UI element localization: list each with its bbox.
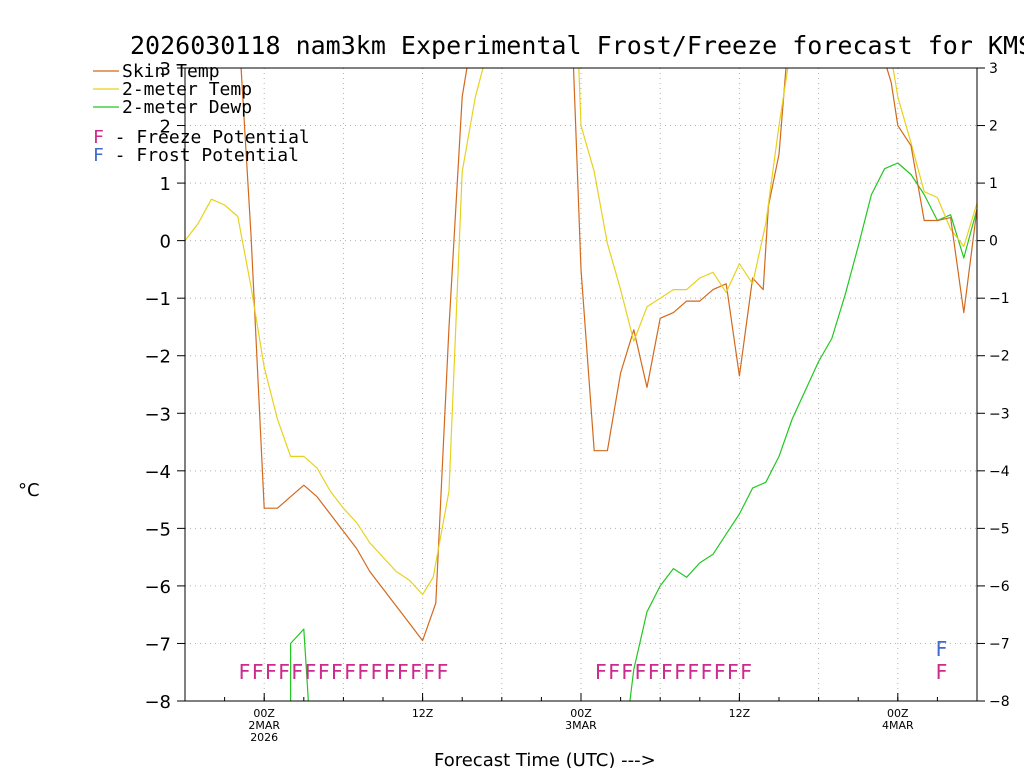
freeze-potential-marker: F [714, 660, 726, 684]
potential-legend-text: - Freeze Potential [104, 127, 310, 148]
x-tick-label: 00Z [570, 707, 592, 720]
freeze-potential-marker: F [397, 660, 409, 684]
freeze-potential-marker: F [634, 660, 646, 684]
y-tick-label: −5 [144, 519, 171, 540]
potential-legend-letter: F [93, 127, 104, 148]
series-line-skin-temp [240, 68, 468, 642]
freeze-potential-marker: F [740, 660, 752, 684]
y-tick-label: −8 [144, 692, 171, 713]
plot-frame [184, 67, 978, 702]
series-line-skin-temp [886, 68, 977, 314]
freeze-potential-marker: F [238, 660, 250, 684]
legend-entry: Skin Temp [122, 61, 220, 82]
freeze-potential-marker: F [291, 660, 303, 684]
series-layer [185, 68, 977, 701]
freeze-potential-marker: F [436, 660, 448, 684]
freeze-potential-marker: F [661, 660, 673, 684]
y-tick-label-right: −5 [989, 521, 1010, 537]
y-tick-label: −7 [144, 634, 171, 655]
y-tick-label-right: 3 [989, 61, 998, 77]
x-tick-label: 12Z [412, 707, 434, 720]
grid-layer [185, 68, 977, 701]
freeze-potential-marker: F [252, 660, 264, 684]
y-tick-label: −4 [144, 462, 171, 483]
x-tick-label: 00Z [887, 707, 909, 720]
y-tick-label: 1 [160, 174, 171, 195]
x-tick-label: 2MAR [248, 719, 280, 732]
y-axis-label: °C [18, 480, 40, 501]
y-tick-label-right: −3 [989, 406, 1010, 422]
y-tick-label-right: −4 [989, 464, 1010, 480]
freeze-potential-marker: F [687, 660, 699, 684]
x-tick-label: 4MAR [882, 719, 914, 732]
legend-entry: 2-meter Temp [122, 79, 252, 100]
potential-legend-text: - Frost Potential [104, 145, 299, 166]
freeze-potential-marker: F [278, 660, 290, 684]
y-tick-label-right: −7 [989, 636, 1010, 652]
chart-title: 2026030118 nam3km Experimental Frost/Fre… [130, 31, 1024, 60]
freeze-potential-marker: F [318, 660, 330, 684]
y-tick-label-right: −2 [989, 349, 1010, 365]
freeze-potential-marker: F [265, 660, 277, 684]
series-line-2-meter-temp [892, 68, 977, 247]
y-tick-label: 3 [160, 59, 171, 80]
axis-layer: −8 −8 −7 −7 −6 −6 −5 −5 −4 −4 −3 −3 −2 −2 −1 −1 0 0 1 1 2 2 3 3… [144, 59, 1009, 744]
series-line-2-meter-dewp [290, 162, 977, 701]
freeze-potential-marker: F [304, 660, 316, 684]
freeze-potential-marker: F [331, 660, 343, 684]
x-axis-label: Forecast Time (UTC) ---> [434, 750, 656, 768]
x-tick-label: 2026 [250, 731, 278, 744]
freeze-potential-marker: F [700, 660, 712, 684]
y-tick-label-right: 0 [989, 234, 998, 250]
freeze-potential-marker: F [648, 660, 660, 684]
x-tick-label: 3MAR [565, 719, 597, 732]
potential-legend-letter: F [93, 145, 104, 166]
y-tick-label-right: −6 [989, 579, 1010, 595]
y-tick-label: −1 [144, 289, 171, 310]
freeze-potential-marker: F [370, 660, 382, 684]
y-tick-label: −2 [144, 347, 171, 368]
x-tick-label: 00Z [253, 707, 275, 720]
y-tick-label-right: −1 [989, 291, 1010, 307]
marker-layer: F F F F F F F F F F F F F F F F F F F F F F F F F F F F FF [238, 637, 947, 684]
series-line-2-meter-temp [578, 68, 789, 342]
freeze-potential-marker: F [357, 660, 369, 684]
y-tick-label: −3 [144, 404, 171, 425]
freeze-potential-marker: F [727, 660, 739, 684]
frost-potential-marker: F [935, 637, 947, 661]
series-line-2-meter-dewp [976, 209, 977, 210]
potential-legend-entry: F - Freeze Potential [93, 127, 310, 148]
potential-legend-entry: F - Frost Potential [93, 145, 299, 166]
y-tick-label-right: 1 [989, 176, 998, 192]
series-line-2-meter-temp [185, 68, 484, 596]
freeze-potential-marker: F [344, 660, 356, 684]
y-tick-label: 0 [160, 232, 171, 253]
series-line-skin-temp [572, 68, 787, 452]
freeze-potential-marker: F [674, 660, 686, 684]
y-tick-label: −6 [144, 577, 171, 598]
x-tick-label: 12Z [729, 707, 751, 720]
y-tick-label-right: −8 [989, 694, 1010, 710]
freeze-potential-marker: F [621, 660, 633, 684]
legend-entry: 2-meter Dewp [122, 97, 252, 118]
y-tick-label-right: 2 [989, 119, 998, 135]
freeze-potential-marker: F [423, 660, 435, 684]
freeze-potential-marker: F [608, 660, 620, 684]
y-tick-label: 2 [160, 117, 171, 138]
freeze-potential-marker: F [935, 660, 947, 684]
freeze-potential-marker: F [595, 660, 607, 684]
freeze-potential-marker: F [410, 660, 422, 684]
freeze-potential-marker: F [384, 660, 396, 684]
